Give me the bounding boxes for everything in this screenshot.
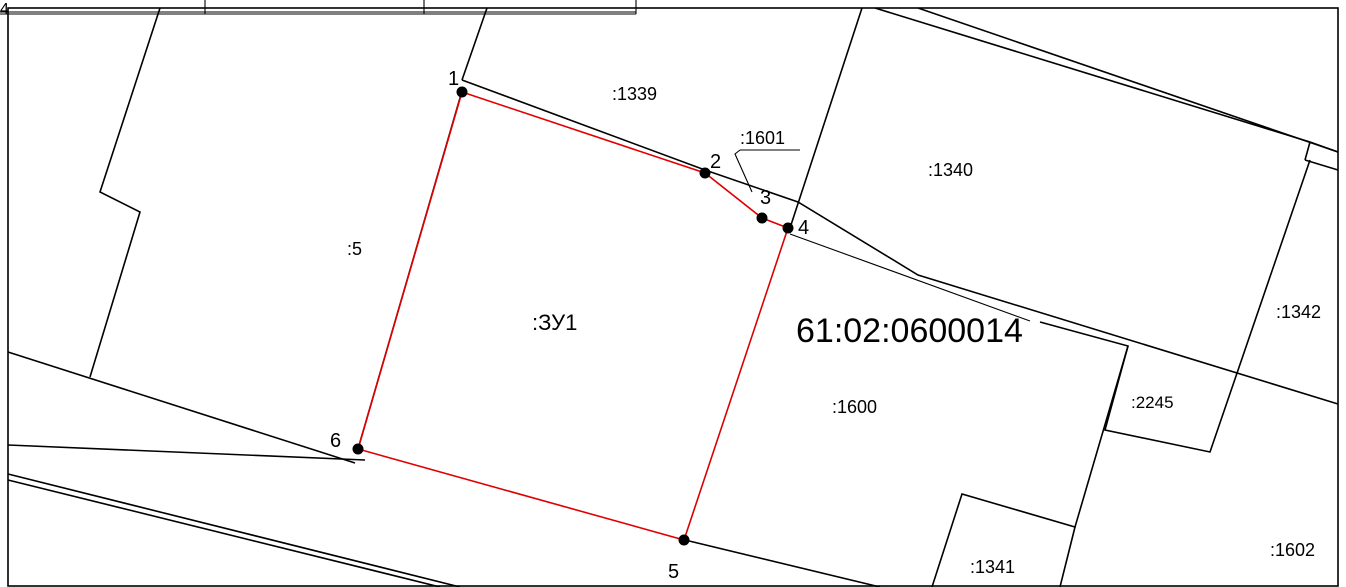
header-table-fragment [0,0,637,15]
cadastral-block-number: 61:02:0600014 [796,312,1023,350]
turning-points [352,86,794,546]
turning-point [699,167,711,179]
parcel-boundaries [7,7,1339,587]
parcel-label-1602: :1602 [1270,540,1315,560]
point-label-3: 3 [760,187,771,209]
parcel-label-5: :5 [347,239,362,259]
parcel-label-1341: :1341 [970,557,1015,577]
turning-point [352,443,364,455]
turning-point [678,534,690,546]
point-label-1: 1 [448,68,459,90]
point-label-2: 2 [710,151,721,173]
parcel-label-1601: :1601 [740,128,785,148]
point-label-5: 5 [668,561,679,583]
parcel-label-1339: :1339 [612,84,657,104]
parcel-label-1340: :1340 [928,160,973,180]
turning-point [756,212,768,224]
turning-point [456,86,468,98]
point-label-4: 4 [798,217,809,239]
parcel-label-1600: :1600 [832,397,877,417]
turning-point [782,222,794,234]
map-frame [7,7,1339,587]
new-parcel-label: :ЗУ1 [532,310,577,335]
corner-label: 4 [0,1,9,18]
parcel-label-2245: :2245 [1131,393,1174,412]
point-label-6: 6 [330,430,341,452]
parcel-label-1342: :1342 [1276,302,1321,322]
